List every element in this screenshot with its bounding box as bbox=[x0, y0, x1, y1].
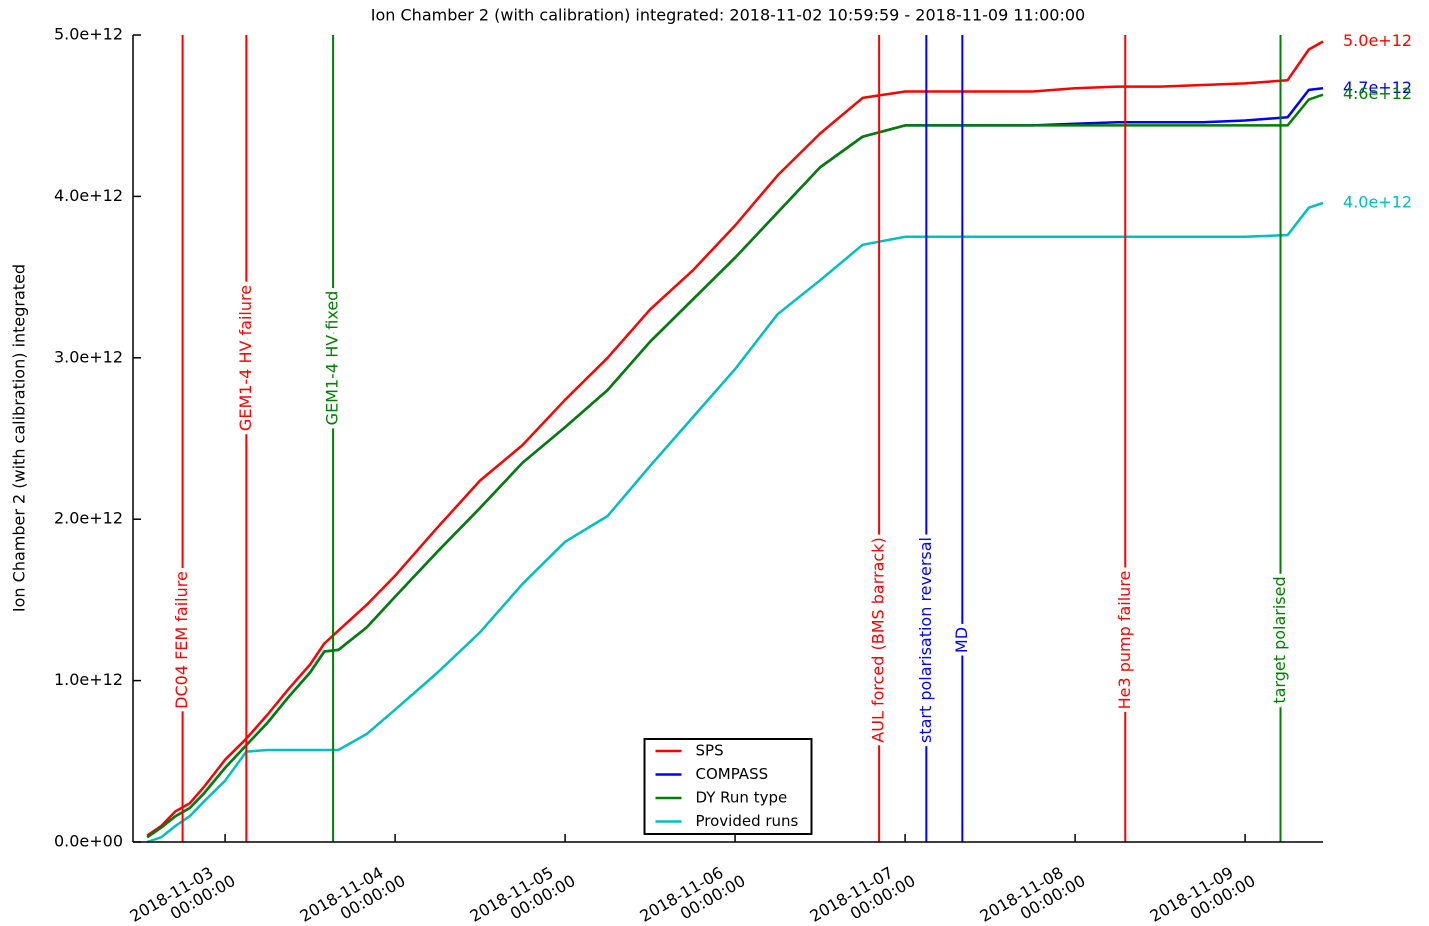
y-tick-label: 0.0e+00 bbox=[54, 832, 123, 851]
legend-label: Provided runs bbox=[696, 812, 799, 830]
end-value-label: 4.7e+12 bbox=[1343, 78, 1412, 97]
event-label: AUL forced (BMS barrack) bbox=[869, 537, 888, 742]
y-tick-label: 2.0e+12 bbox=[54, 509, 123, 528]
y-tick-label: 1.0e+12 bbox=[54, 670, 123, 689]
event-label: DC04 FEM failure bbox=[172, 571, 191, 709]
end-value-label: 4.0e+12 bbox=[1343, 192, 1412, 211]
end-value-label: 5.0e+12 bbox=[1343, 31, 1412, 50]
x-tick-label: 2018-11-06 00:00:00 bbox=[636, 855, 748, 926]
y-tick-label: 3.0e+12 bbox=[54, 347, 123, 366]
event-label: start polarisation reversal bbox=[916, 537, 935, 743]
x-tick-label: 2018-11-09 00:00:00 bbox=[1146, 855, 1258, 926]
x-tick-label: 2018-11-08 00:00:00 bbox=[976, 855, 1088, 926]
series-line bbox=[146, 93, 1324, 839]
series-line bbox=[146, 87, 1324, 839]
y-tick-label: 4.0e+12 bbox=[54, 186, 123, 205]
y-tick-label: 5.0e+12 bbox=[54, 25, 123, 44]
legend-label: SPS bbox=[696, 742, 724, 760]
event-label: GEM1-4 HV fixed bbox=[323, 291, 342, 426]
x-tick-label: 2018-11-03 00:00:00 bbox=[126, 855, 238, 926]
legend-box bbox=[643, 738, 813, 835]
legend-label: COMPASS bbox=[696, 765, 769, 783]
event-label: He3 pump failure bbox=[1115, 571, 1134, 710]
event-label: GEM1-4 HV failure bbox=[236, 285, 255, 431]
series-line bbox=[146, 40, 1324, 837]
end-value-label: 4.6e+12 bbox=[1343, 84, 1412, 103]
y-axis-label: Ion Chamber 2 (with calibration) integra… bbox=[10, 264, 29, 612]
event-label: MD bbox=[952, 627, 971, 653]
x-tick-label: 2018-11-07 00:00:00 bbox=[806, 855, 918, 926]
x-tick-label: 2018-11-04 00:00:00 bbox=[296, 855, 408, 926]
x-tick-label: 2018-11-05 00:00:00 bbox=[466, 855, 578, 926]
legend-label: DY Run type bbox=[696, 789, 788, 807]
chart-title: Ion Chamber 2 (with calibration) integra… bbox=[371, 6, 1085, 25]
event-label: target polarised bbox=[1270, 576, 1289, 703]
